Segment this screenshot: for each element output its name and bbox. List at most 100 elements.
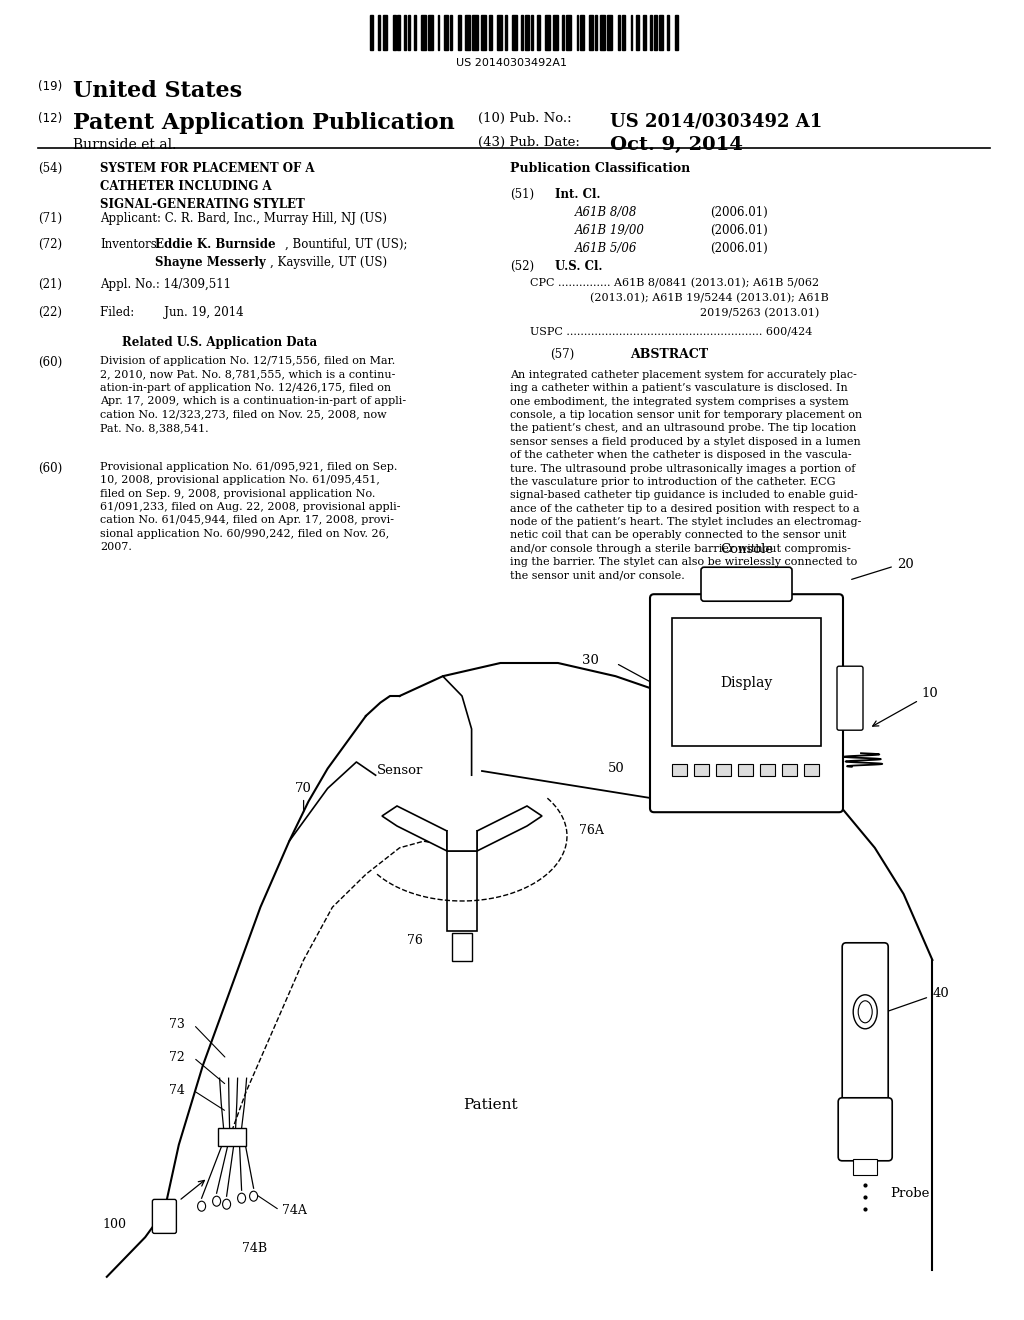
Text: , Kaysville, UT (US): , Kaysville, UT (US) [270,256,387,269]
Bar [428,15,433,50]
Bar [512,15,517,50]
Bar [447,851,477,931]
Ellipse shape [222,1199,230,1209]
Bar [409,15,411,50]
Bar [595,15,597,50]
Bar [505,15,507,50]
Bar [804,764,819,776]
Bar [403,15,406,50]
Bar [654,15,657,50]
Bar [488,15,492,50]
Text: 100: 100 [102,1217,126,1230]
Text: Provisional application No. 61/095,921, filed on Sep.
10, 2008, provisional appl: Provisional application No. 61/095,921, … [100,462,400,552]
Text: Patient: Patient [464,1098,518,1113]
Text: ABSTRACT: ABSTRACT [630,348,709,360]
Bar [437,15,439,50]
Bar [650,15,651,50]
Text: Display: Display [720,676,773,690]
Text: (60): (60) [38,462,62,475]
Text: (21): (21) [38,279,62,290]
Text: (60): (60) [38,356,62,370]
Ellipse shape [853,995,878,1028]
Bar [562,15,564,50]
Bar [370,15,373,50]
Text: US 2014/0303492 A1: US 2014/0303492 A1 [610,112,822,129]
Bar [617,15,620,50]
FancyBboxPatch shape [650,594,843,812]
Bar [545,15,550,50]
Text: US 20140303492A1: US 20140303492A1 [457,58,567,69]
Text: (57): (57) [550,348,574,360]
Bar [581,15,584,50]
Ellipse shape [858,1001,872,1023]
Text: (22): (22) [38,306,62,319]
Text: 74B: 74B [242,1242,266,1255]
Text: Probe: Probe [890,1187,930,1200]
Bar [447,832,477,851]
Bar [397,15,400,50]
Text: Related U.S. Application Data: Related U.S. Application Data [123,337,317,348]
Text: Patent Application Publication: Patent Application Publication [73,112,455,135]
Text: 30: 30 [582,653,599,667]
Text: U.S. Cl.: U.S. Cl. [555,260,602,273]
Bar [716,764,731,776]
Text: 73: 73 [169,1018,184,1031]
Text: United States: United States [73,81,242,102]
Bar [521,15,522,50]
Bar [590,15,593,50]
Bar [738,764,753,776]
Text: (2006.01): (2006.01) [710,242,768,255]
Text: (54): (54) [38,162,62,176]
Text: (12): (12) [38,112,62,125]
Bar [525,15,529,50]
Text: Publication Classification: Publication Classification [510,162,690,176]
Bar [458,15,461,50]
Text: USPC ........................................................ 600/424: USPC ...................................… [530,326,812,337]
Text: Appl. No.: 14/309,511: Appl. No.: 14/309,511 [100,279,231,290]
Bar [643,15,646,50]
Bar [480,15,486,50]
Bar [694,764,709,776]
Text: 74A: 74A [282,1204,306,1217]
Bar [623,15,625,50]
Text: An integrated catheter placement system for accurately plac-
ing a catheter with: An integrated catheter placement system … [510,370,862,581]
Text: Inventors:: Inventors: [100,238,161,251]
Bar [672,618,821,746]
Bar [631,15,633,50]
FancyBboxPatch shape [842,942,888,1106]
Bar [565,15,571,50]
Bar [538,15,540,50]
FancyBboxPatch shape [701,568,792,601]
Bar [452,933,472,961]
Bar [383,15,387,50]
Text: Applicant: C. R. Bard, Inc., Murray Hill, NJ (US): Applicant: C. R. Bard, Inc., Murray Hill… [100,213,387,224]
Polygon shape [477,807,542,851]
Polygon shape [382,807,447,851]
Bar [218,1129,246,1146]
Bar [444,15,447,50]
Ellipse shape [213,1196,220,1206]
Text: 10: 10 [921,686,938,700]
Ellipse shape [238,1193,246,1204]
FancyBboxPatch shape [153,1200,176,1233]
Bar [853,1159,878,1175]
Bar [600,15,605,50]
Text: Eddie K. Burnside: Eddie K. Burnside [155,238,275,251]
Bar [378,15,380,50]
Text: (2013.01); A61B 19/5244 (2013.01); A61B: (2013.01); A61B 19/5244 (2013.01); A61B [590,293,828,304]
Text: Oct. 9, 2014: Oct. 9, 2014 [610,136,742,154]
Bar [451,15,453,50]
Text: , Bountiful, UT (US);: , Bountiful, UT (US); [285,238,408,251]
Bar [393,15,395,50]
Text: (51): (51) [510,187,535,201]
Bar [497,15,502,50]
Text: 74: 74 [169,1084,184,1097]
Bar [607,15,612,50]
Text: (72): (72) [38,238,62,251]
Bar [672,764,687,776]
Bar [414,15,416,50]
Text: Sensor: Sensor [377,764,423,777]
Text: Shayne Messerly: Shayne Messerly [155,256,266,269]
Bar [577,15,579,50]
Text: (52): (52) [510,260,535,273]
